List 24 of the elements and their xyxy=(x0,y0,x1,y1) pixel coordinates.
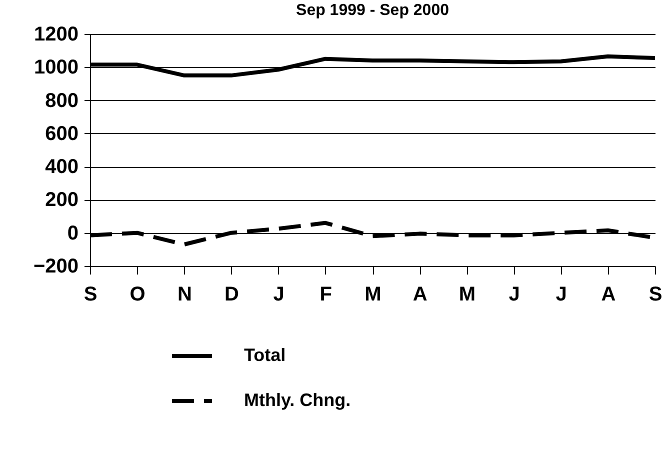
x-tick-label: F xyxy=(320,284,332,306)
x-tick-label: S xyxy=(648,284,662,306)
x-tick-label: O xyxy=(130,284,146,306)
x-tick-label: J xyxy=(273,284,284,306)
y-tick-label: 0 xyxy=(67,222,78,244)
y-tick-label: 200 xyxy=(45,189,78,212)
x-tick-label: M xyxy=(364,284,382,306)
y-tick-label: 1200 xyxy=(34,24,78,46)
y-tick-label: 400 xyxy=(45,156,78,178)
legend-label: Mthly. Chng. xyxy=(244,390,351,410)
y-tick-label: −200 xyxy=(33,256,78,278)
chart-title: Sep 1999 - Sep 2000 xyxy=(296,2,450,19)
x-tick-label: N xyxy=(177,284,192,306)
y-tick-label: 600 xyxy=(45,122,78,145)
y-tick-label: 800 xyxy=(45,90,78,112)
legend-label: Total xyxy=(244,345,286,365)
x-tick-label: A xyxy=(412,284,428,306)
x-tick-label: D xyxy=(224,284,239,306)
x-tick-label: S xyxy=(84,284,98,306)
x-tick-label: J xyxy=(556,284,567,306)
y-tick-label: 1000 xyxy=(34,56,78,79)
x-tick-label: A xyxy=(601,284,616,306)
x-tick-label: J xyxy=(508,284,520,306)
x-tick-label: M xyxy=(458,284,476,306)
